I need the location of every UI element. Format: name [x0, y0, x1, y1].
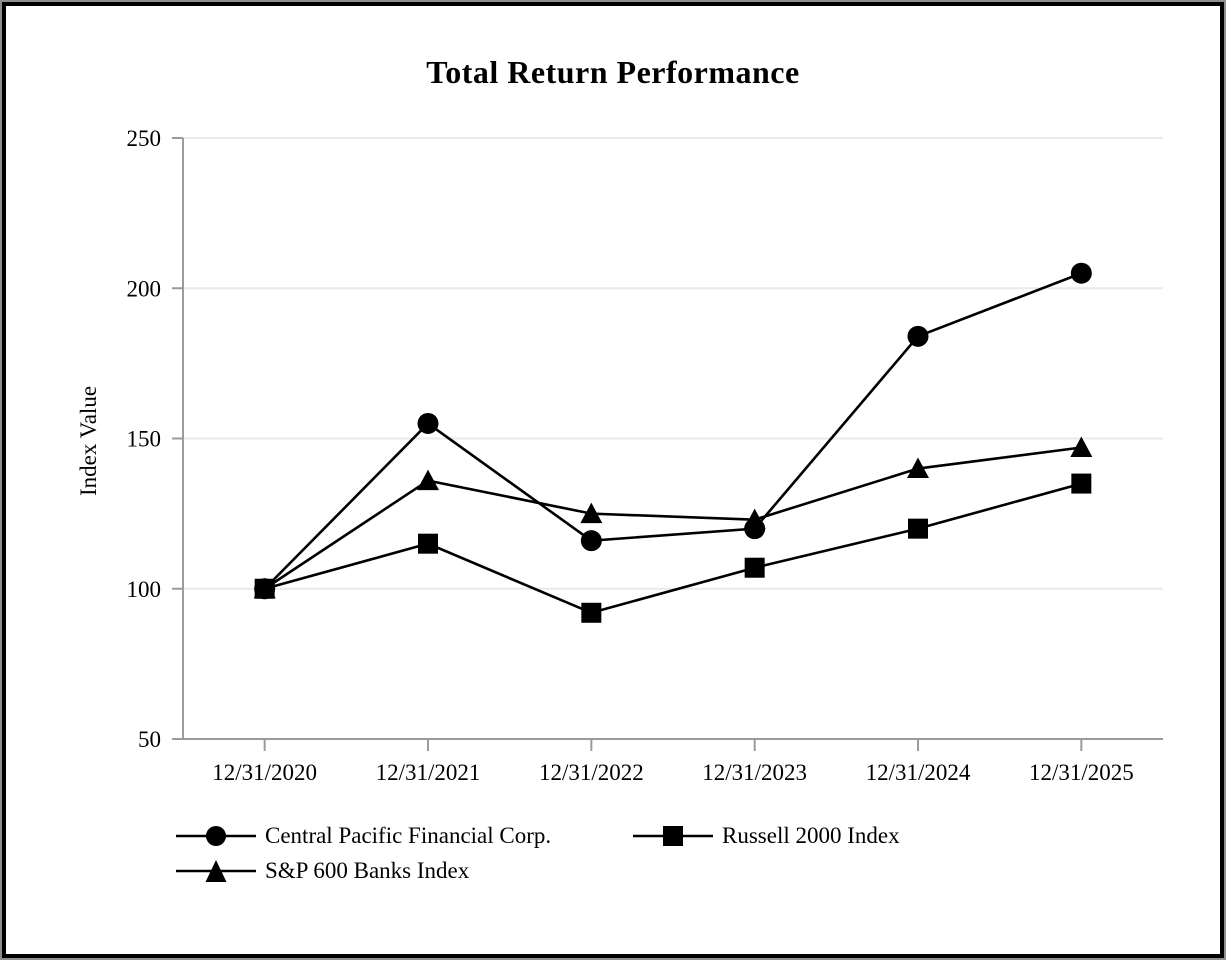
series-0-marker-circle — [580, 530, 602, 552]
legend-triangle-marker-icon — [176, 860, 256, 882]
x-tick-label: 12/31/2020 — [212, 760, 317, 785]
series-1-marker-square — [1071, 473, 1092, 494]
series-2-marker-triangle — [1070, 436, 1093, 458]
y-tick-label: 250 — [127, 126, 162, 151]
legend-label-russell-2000: Russell 2000 Index — [722, 823, 900, 848]
series-0-marker-circle — [417, 412, 439, 434]
y-tick-label: 150 — [127, 427, 162, 452]
series-1-marker-square — [581, 602, 602, 623]
series-2-marker-triangle — [743, 508, 766, 530]
series-0-marker-circle — [1070, 262, 1092, 284]
legend-label-central-pacific: Central Pacific Financial Corp. — [265, 823, 552, 848]
series-2-marker-triangle — [580, 502, 603, 524]
legend-square-marker-icon — [633, 826, 713, 846]
legend-item-russell-2000: Russell 2000 Index — [633, 820, 900, 852]
series-2-marker-triangle — [907, 457, 929, 479]
series-1-marker-square — [744, 557, 765, 578]
series-1-marker-square — [908, 518, 928, 539]
legend: Central Pacific Financial Corp. Russell … — [176, 820, 900, 887]
series-0-marker-circle — [907, 325, 929, 347]
x-tick-label: 12/31/2022 — [539, 760, 644, 785]
series-0-line — [263, 272, 1082, 590]
legend-label-sp600-banks: S&P 600 Banks Index — [265, 858, 470, 883]
y-tick-label: 100 — [127, 577, 162, 602]
y-tick-label: 200 — [127, 276, 162, 301]
legend-circle-marker-icon — [176, 826, 256, 846]
chart-title: Total Return Performance — [426, 54, 800, 90]
series-1-marker-square — [418, 533, 438, 554]
x-tick-label: 12/31/2024 — [866, 760, 971, 785]
x-tick-label: 12/31/2025 — [1029, 760, 1134, 785]
series-1-line — [264, 482, 1082, 615]
series-2-marker-triangle — [417, 469, 439, 491]
series-1-marker-square — [254, 578, 275, 599]
legend-item-sp600-banks: S&P 600 Banks Index — [176, 855, 633, 887]
x-tick-label: 12/31/2023 — [702, 760, 807, 785]
series-2-line — [263, 446, 1082, 590]
y-tick-label: 50 — [138, 727, 161, 752]
x-tick-label: 12/31/2021 — [376, 760, 481, 785]
legend-item-central-pacific: Central Pacific Financial Corp. — [176, 820, 633, 852]
